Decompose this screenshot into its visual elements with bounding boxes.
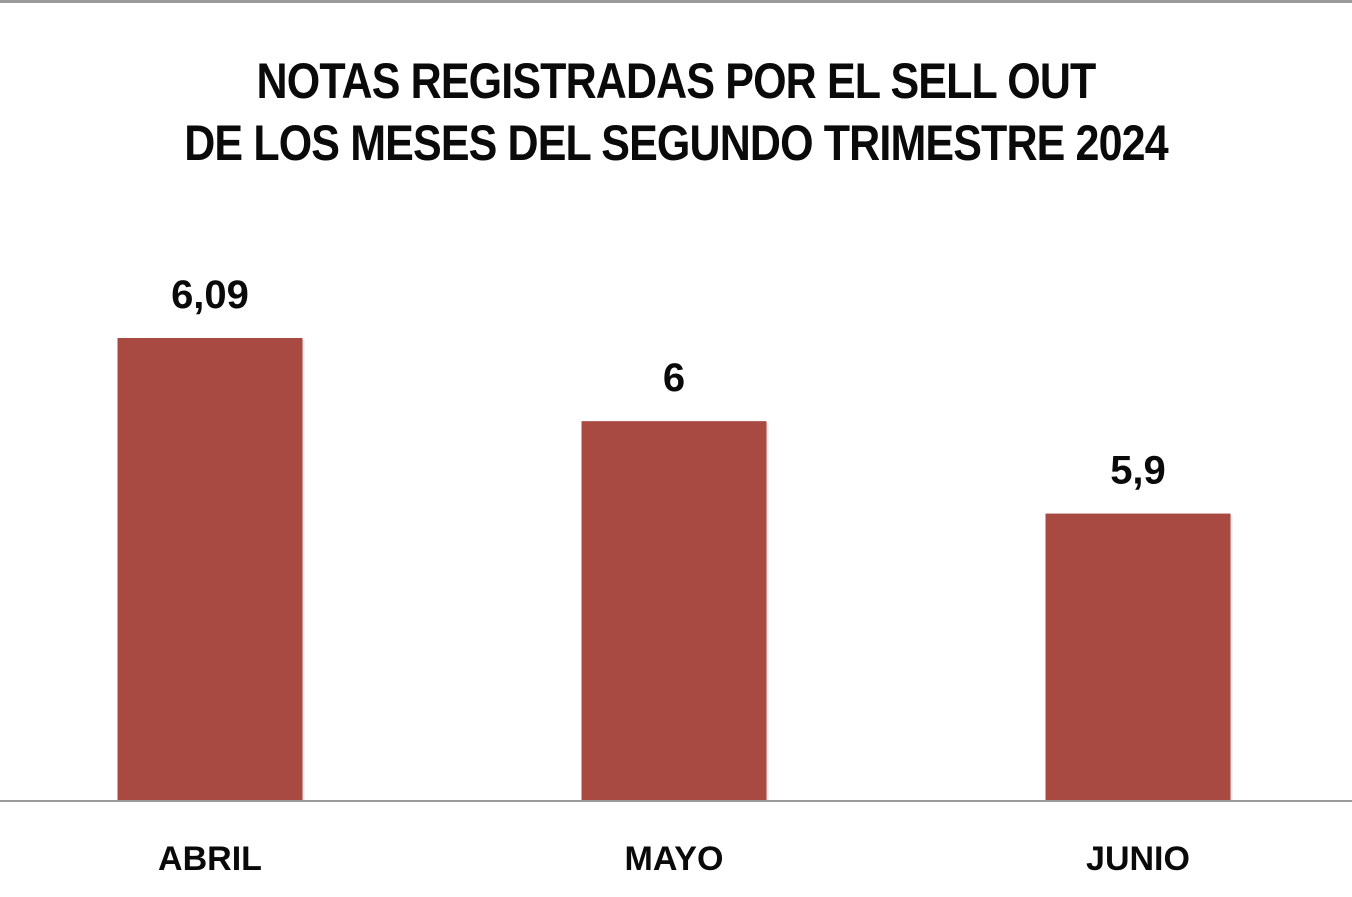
- data-label-junio: 5,9: [1110, 449, 1166, 493]
- chart-title: NOTAS REGISTRADAS POR EL SELL OUT DE LOS…: [95, 50, 1258, 174]
- data-label-mayo: 6: [663, 356, 685, 400]
- category-label-abril: ABRIL: [158, 840, 262, 878]
- category-label-junio: JUNIO: [1086, 840, 1190, 878]
- category-label-mayo: MAYO: [625, 840, 724, 878]
- top-border-line: [0, 0, 1352, 3]
- data-label-abril: 6,09: [171, 273, 249, 317]
- chart-title-line-2: DE LOS MESES DEL SEGUNDO TRIMESTRE 2024: [184, 115, 1168, 171]
- chart-title-line-1: NOTAS REGISTRADAS POR EL SELL OUT: [256, 53, 1097, 109]
- bar-mayo: [581, 421, 767, 800]
- bar-abril: [117, 338, 303, 800]
- bar-junio: [1045, 513, 1231, 800]
